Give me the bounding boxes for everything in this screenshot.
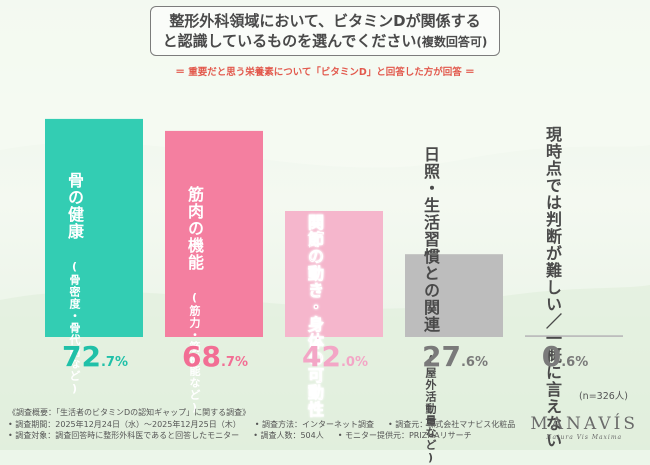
title-line-2: と認識しているものを選んでください(複数回答可) [162, 32, 488, 50]
chart-subtitle: ＝ 重要だと思う栄養素について「ビタミンD」と回答した方が回答 ＝ [175, 67, 475, 78]
category-label-sunlight-lifestyle: 日照・生活習慣との関連 (屋外活動量など) [421, 146, 440, 465]
survey-notes: 《調査概要：「生活者のビタミンDの認知ギャップ」に関する調査》 • 調査期間：2… [8, 407, 515, 442]
bar-muscle-function [165, 130, 263, 337]
category-label-bone-health: 骨の健康 (骨密度・骨代謝など) [65, 172, 84, 396]
category-label-joint-mobility: 関節の動き・身体の可動性 [305, 214, 325, 419]
value-label-bone-health: 72.7% [62, 340, 128, 373]
category-label-hard-to-judge: 現時点では判断が難しい／一概に言えない [543, 126, 562, 449]
title-line-2-tail: (複数回答可) [416, 35, 488, 49]
chart-title: 整形外科領域において、ビタミンDが関係する と認識しているものを選んでください(… [150, 6, 500, 56]
bar-sunlight-lifestyle [405, 254, 503, 337]
bar-joint-mobility [285, 211, 383, 337]
notes-row-2: • 調査期間：2025年12月24日（水）〜2025年12月25日（木） • 調査… [8, 419, 516, 429]
sample-size-label: (n=326人) [578, 391, 628, 402]
notes-row-3: • 調査対象：調査回答時に整形外科医であると回答したモニター • 調査人数：504… [8, 431, 472, 440]
brand-logo: MANAVÍS Natura Vis Maxima [530, 414, 638, 441]
bar-hard-to-judge [525, 335, 623, 337]
category-label-muscle-function: 筋肉の機能 (筋力・筋機能など) [185, 186, 204, 415]
value-label-hard-to-judge: 0.6% [541, 340, 589, 373]
title-line-1: 整形外科領域において、ビタミンDが関係する [169, 12, 481, 30]
bar-chart [45, 118, 623, 338]
notes-heading: 《調査概要：「生活者のビタミンDの認知ギャップ」に関する調査》 [8, 408, 251, 417]
value-label-muscle-function: 68.7% [182, 340, 248, 373]
value-label-sunlight-lifestyle: 27.6% [422, 340, 488, 373]
value-label-joint-mobility: 42.0% [302, 340, 368, 373]
bar-bone-health [45, 118, 143, 338]
